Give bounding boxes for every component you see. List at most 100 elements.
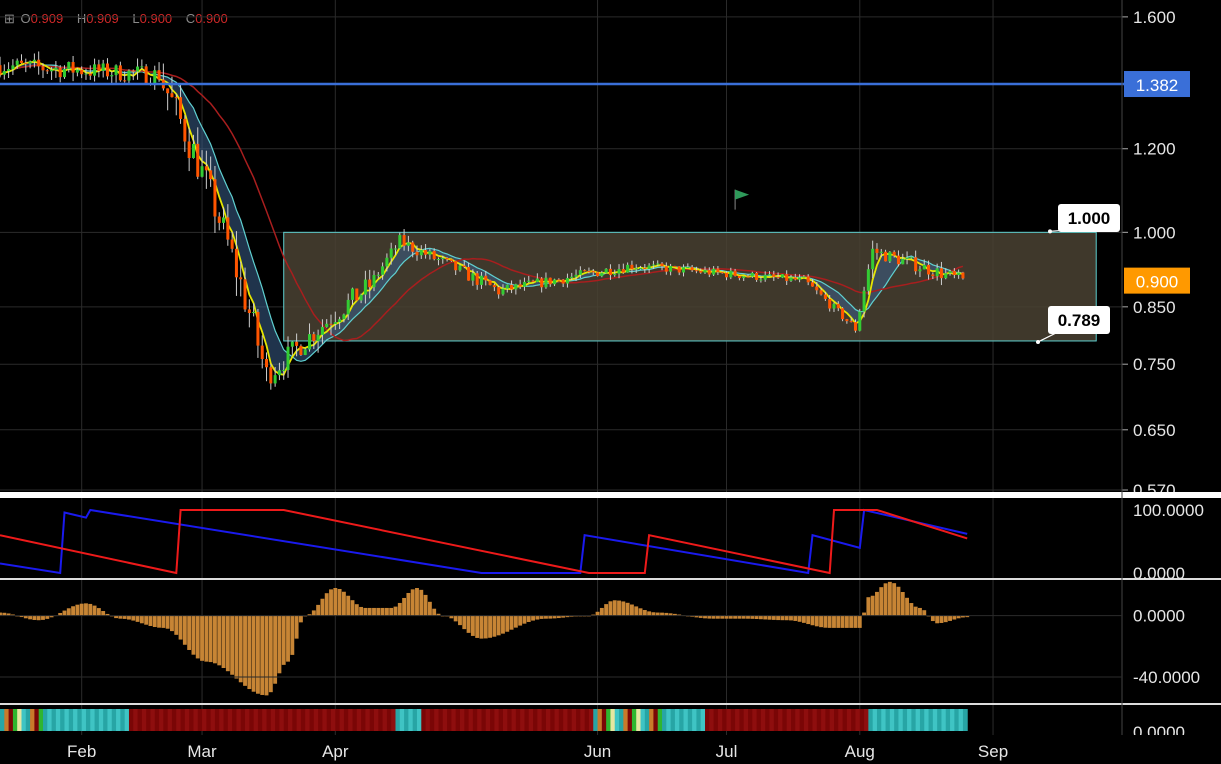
candle-body: [664, 266, 668, 272]
oscillator-bar: [264, 615, 269, 696]
oscillator-bar: [668, 613, 673, 616]
signal-cell: [468, 709, 474, 731]
oscillator-bar: [204, 615, 209, 662]
candle-body: [527, 280, 531, 282]
signal-cell: [662, 709, 667, 731]
signal-cell: [146, 709, 151, 731]
high-value: 0.909: [86, 11, 119, 26]
candle: [634, 264, 638, 273]
candle: [153, 65, 157, 90]
candle: [527, 275, 531, 283]
oscillator-bar: [281, 615, 286, 665]
candle-body: [127, 70, 131, 81]
candle-body: [381, 266, 385, 275]
candle: [733, 268, 737, 277]
candle-body: [140, 66, 144, 68]
oscillator-bar: [225, 615, 230, 672]
candle: [213, 166, 217, 233]
signal-cell: [68, 709, 74, 731]
candle: [346, 293, 350, 320]
oscillator-bar: [320, 598, 325, 616]
signal-cell: [4, 709, 10, 731]
oscillator-bar: [513, 615, 518, 628]
oscillator-bar: [935, 615, 940, 624]
candle-body: [656, 263, 660, 265]
candle-body: [712, 268, 716, 275]
signal-cell: [416, 709, 422, 731]
signal-cell: [881, 709, 887, 731]
candle-body: [862, 290, 866, 312]
oscillator-bar: [672, 613, 677, 616]
candle: [114, 64, 118, 83]
candle-body: [105, 63, 109, 77]
candle: [505, 284, 509, 293]
signal-cell: [223, 709, 229, 731]
candle-body: [866, 269, 870, 291]
signal-cell: [576, 709, 581, 731]
candle-body: [892, 251, 896, 256]
candle: [325, 319, 329, 328]
price-tag-bg: [1124, 267, 1190, 294]
candle: [841, 307, 845, 322]
oscillator-bar: [423, 594, 428, 616]
candle: [785, 270, 789, 286]
oscillator-bar: [548, 615, 553, 619]
signal-cell: [494, 709, 500, 731]
signal-cell: [563, 709, 568, 731]
signal-cell: [438, 709, 444, 731]
candle-body: [458, 265, 462, 271]
oscillator-bar: [243, 615, 247, 686]
signal-cell: [399, 709, 405, 731]
signal-cell: [64, 709, 70, 731]
candle-body: [342, 314, 346, 320]
oscillator-bar: [780, 615, 785, 621]
candle-body: [479, 275, 483, 285]
candle: [170, 76, 174, 98]
oscillator-bar: [961, 615, 965, 618]
candle: [329, 314, 333, 336]
oscillator-bar: [260, 615, 265, 695]
expand-icon[interactable]: ⊞: [4, 11, 15, 26]
oscillator-bar: [698, 615, 703, 618]
signal-cell: [558, 709, 564, 731]
candle-body: [290, 341, 294, 347]
candle-body: [810, 282, 814, 287]
candle: [355, 288, 359, 301]
signal-cell: [459, 709, 465, 731]
oscillator-bar: [810, 615, 815, 626]
oscillator-bar: [758, 615, 763, 620]
signal-cell: [17, 709, 22, 731]
candle-body: [88, 73, 92, 76]
oscillator-bar: [801, 615, 806, 623]
oscillator-bar: [918, 607, 922, 616]
candle: [600, 270, 604, 278]
signal-cell: [864, 709, 869, 731]
signal-cell: [889, 709, 895, 731]
candle: [174, 93, 178, 116]
candle: [613, 269, 617, 277]
signal-cell: [391, 709, 396, 731]
signal-cell: [705, 709, 710, 731]
candle: [368, 269, 372, 299]
candle: [239, 261, 243, 297]
candle: [428, 249, 432, 260]
callout-text: 1.000: [1068, 209, 1111, 228]
candle-body: [884, 251, 888, 262]
candle-body: [553, 279, 557, 285]
signal-cell: [915, 709, 921, 731]
candle-body: [368, 279, 372, 288]
signal-cell: [550, 709, 556, 731]
candle-body: [393, 248, 397, 250]
oscillator-bar: [638, 608, 643, 616]
candle: [660, 262, 664, 271]
oscillator-bar: [599, 607, 604, 616]
candle: [914, 250, 918, 275]
candle: [918, 265, 922, 278]
oscillator-bar: [556, 615, 561, 619]
candle: [0, 56, 2, 78]
signal-cell: [812, 709, 818, 731]
signal-cell: [799, 709, 805, 731]
oscillator-bar: [432, 608, 437, 616]
resistance-price-tag: 1.382: [1124, 71, 1190, 98]
